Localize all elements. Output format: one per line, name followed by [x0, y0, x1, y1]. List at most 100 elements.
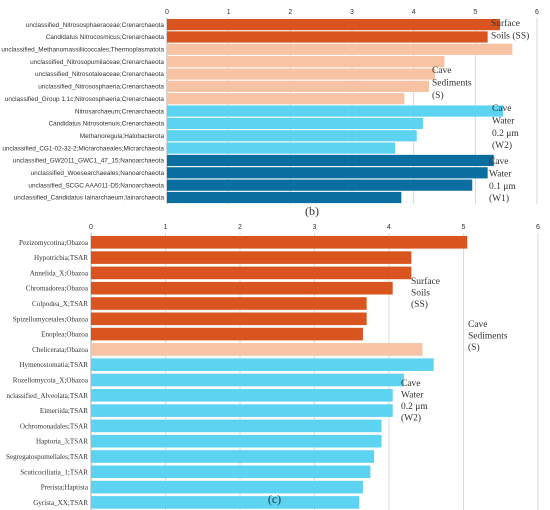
x-tick-label: 0	[165, 9, 169, 16]
category-label: Colpodea_X;TSAR	[32, 300, 88, 308]
category-label: nclassified_Alveolata;TSAR	[6, 392, 88, 400]
group-annotation-line: Cave	[489, 157, 509, 167]
bar	[91, 389, 393, 402]
category-label: unclassified_Woesearchaeales;Nanoarchaeo…	[31, 170, 165, 177]
category-label: Spizellomycetales;Obazoa	[13, 315, 89, 323]
group-annotation: Cave Sediments (S)	[432, 66, 472, 101]
category-label: Candidatus Nitrocosmicus;Crenarchaeota	[46, 34, 165, 41]
bar	[167, 105, 504, 117]
group-annotation: Surface Soils (SS)	[411, 276, 440, 310]
category-label: unclassified_Group 1.1c;Nitrososphaeria;…	[5, 96, 165, 103]
bar	[91, 343, 423, 356]
category-label: Scuticociliatia_1;TSAR	[20, 468, 88, 476]
bar	[91, 297, 367, 310]
group-annotation-line: Sediments	[468, 332, 508, 342]
group-annotation: Cave Water 0.2 μm (W2)	[401, 379, 428, 424]
category-label: Nitrosarchaeum;Crenarchaeota	[75, 108, 165, 115]
bar	[91, 312, 367, 326]
bar	[167, 56, 445, 68]
category-label: Haptoria_3;TSAR	[36, 438, 88, 446]
bar	[167, 68, 436, 80]
category-label: Methanoregula;Halobacterota	[80, 133, 165, 140]
group-annotation-line: Surface	[491, 18, 520, 29]
x-tick-label: 4	[387, 224, 391, 231]
group-annotation-line: (S)	[468, 342, 480, 353]
group-annotation-line: (W1)	[489, 193, 509, 204]
x-tick-label: 4	[412, 9, 416, 16]
category-label: unclassified_CG1-02-32-2;Micrarchaeales;…	[2, 145, 164, 152]
group-annotation-line: (W2)	[492, 140, 512, 151]
group-annotation-line: Sediments	[432, 78, 472, 88]
category-label: Prerista;Haptista	[41, 484, 89, 492]
group-annotation-line: 0.2 μm	[492, 129, 519, 139]
bar	[167, 80, 430, 92]
category-label: Enoplea;Obazoa	[41, 331, 89, 339]
x-tick-label: 5	[462, 224, 466, 231]
x-tick-label: 1	[227, 9, 231, 16]
bar	[91, 266, 412, 280]
category-label: Gyrista_XX;TSAR	[33, 499, 88, 507]
bar	[167, 191, 402, 204]
x-tick-label: 3	[313, 224, 317, 231]
group-annotation-line: Cave	[492, 104, 512, 114]
bar	[167, 117, 423, 129]
bar	[91, 373, 404, 387]
category-label: Ochromonadales;TSAR	[20, 422, 88, 430]
group-annotation-line: (S)	[432, 90, 444, 101]
panel-c: 0 1 2 3 4 5 6 Pezizomycotina;Obazoa Hypotrichia;…	[6, 224, 540, 510]
x-tick-label: 5	[473, 9, 477, 16]
x-tick-label: 2	[288, 9, 292, 16]
category-label: Hymenostomatia;TSAR	[19, 361, 88, 369]
bar	[91, 450, 375, 463]
bar	[167, 167, 488, 179]
x-tick-label: 3	[350, 9, 354, 16]
category-label: unclassified_Methanomassiliicoccales;The…	[1, 47, 164, 54]
bar	[167, 154, 494, 167]
category-label: Annelida_X;Obazoa	[30, 269, 89, 277]
group-annotation-line: Soils (SS)	[491, 30, 529, 41]
bar	[91, 404, 393, 417]
category-label: Segregatospumellales;TSAR	[6, 453, 88, 461]
bar	[91, 480, 363, 494]
category-label: Chelicerata;Obazoa	[32, 346, 89, 354]
group-annotation-line: (W2)	[401, 413, 421, 424]
bar	[91, 281, 393, 295]
group-annotation-line: Cave	[468, 320, 488, 330]
category-label: unclassified_GW2011_GWC1_47_15;Nanoarcha…	[13, 158, 165, 165]
x-tick-label: 2	[238, 224, 242, 231]
bar	[91, 419, 382, 433]
group-annotation-line: Surface	[411, 276, 440, 287]
bar	[91, 251, 412, 264]
bar	[91, 358, 434, 371]
category-label: Hypotrichia;TSAR	[34, 254, 88, 262]
panel-b: 0 1 2 3 4 5 6 unclassified_Nitrososphaeraceae;C…	[1, 9, 539, 218]
category-label: Eimeriida;TSAR	[40, 407, 88, 415]
bar	[167, 179, 473, 191]
group-annotation-line: 0.1 μm	[489, 182, 516, 192]
category-label: Candidatus Nitrosotenuis;Crenarchaeota	[49, 121, 165, 128]
panel-label: (c)	[268, 492, 281, 506]
group-annotation: Surface Soils (SS)	[491, 18, 529, 41]
group-annotation-line: Water	[401, 391, 424, 401]
group-annotation: Cave Water 0.2 μm (W2)	[492, 104, 519, 151]
group-annotation-line: Water	[489, 169, 512, 179]
category-label: Chromadorea;Obazoa	[26, 285, 89, 293]
bar	[91, 236, 468, 249]
category-label: Pezizomycotina;Obazoa	[19, 239, 89, 247]
category-label: unclassified_SCGC AAA011-D5;Nanoarchaeot…	[28, 182, 164, 189]
group-annotation: Cave Sediments (S)	[468, 320, 508, 353]
category-label: unclassified_Nitrososphaeraceae;Crenarch…	[26, 22, 165, 29]
x-tick-label: 0	[89, 224, 93, 231]
category-label: Rozellomycota_X;Obazoa	[13, 376, 89, 384]
bar	[91, 496, 360, 509]
bar	[91, 327, 363, 341]
category-label: unclassified_Nitrosotaleaceae;Crenarchae…	[35, 71, 164, 78]
bar	[167, 19, 500, 31]
group-annotation-line: (SS)	[411, 299, 428, 310]
bar	[167, 93, 405, 105]
x-tick-label: 1	[164, 224, 168, 231]
group-annotation-line: 0.2 μm	[401, 402, 428, 412]
bar	[167, 43, 513, 55]
bar	[167, 130, 417, 142]
